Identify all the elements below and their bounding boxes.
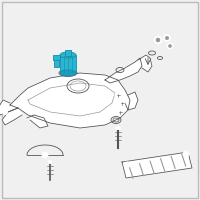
FancyBboxPatch shape (2, 2, 198, 198)
Ellipse shape (116, 127, 120, 130)
Polygon shape (138, 55, 152, 72)
Polygon shape (2, 108, 22, 125)
FancyBboxPatch shape (60, 55, 76, 73)
Circle shape (165, 36, 169, 40)
Polygon shape (125, 92, 138, 110)
Polygon shape (0, 100, 18, 115)
Polygon shape (10, 73, 130, 128)
Circle shape (183, 151, 189, 157)
Circle shape (156, 38, 160, 42)
Circle shape (117, 109, 123, 115)
Circle shape (2, 110, 8, 114)
FancyBboxPatch shape (53, 55, 60, 60)
FancyBboxPatch shape (64, 49, 70, 55)
Polygon shape (105, 58, 142, 83)
Polygon shape (27, 115, 48, 128)
Circle shape (42, 152, 48, 158)
Circle shape (119, 100, 125, 106)
Ellipse shape (48, 160, 52, 164)
Circle shape (124, 162, 130, 168)
Circle shape (154, 36, 162, 44)
Circle shape (168, 45, 172, 47)
Ellipse shape (60, 70, 76, 76)
Circle shape (164, 34, 170, 42)
Ellipse shape (60, 52, 76, 58)
Polygon shape (122, 152, 192, 178)
FancyBboxPatch shape (54, 60, 59, 67)
Circle shape (167, 43, 173, 49)
Circle shape (115, 92, 121, 98)
